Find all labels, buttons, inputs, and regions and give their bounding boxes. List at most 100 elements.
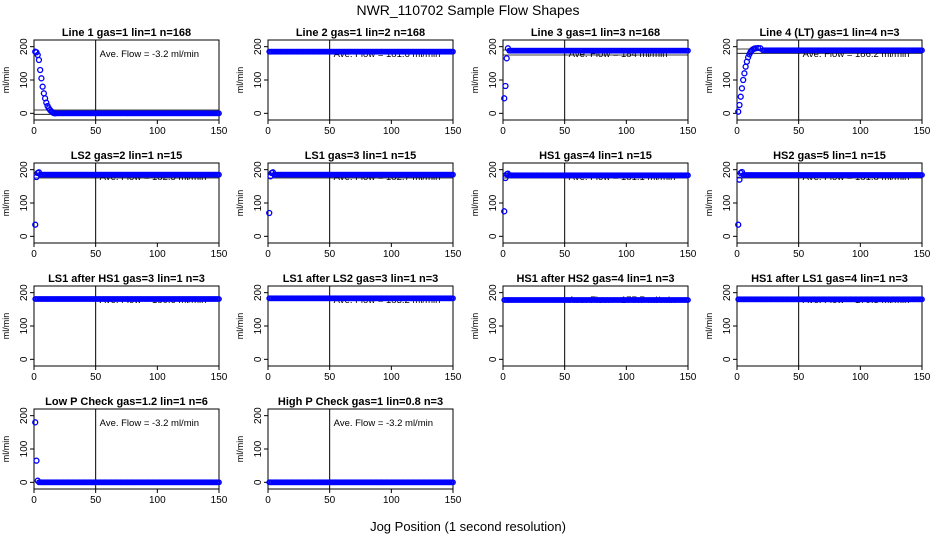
x-tick-label: 50	[90, 126, 102, 137]
x-tick-label: 150	[680, 249, 697, 260]
data-point	[919, 47, 925, 54]
data-point	[919, 172, 925, 178]
data-point	[32, 419, 39, 426]
x-tick-label: 100	[383, 372, 400, 383]
data-point	[919, 296, 925, 303]
x-tick-label: 0	[265, 495, 271, 506]
figure-title: NWR_110702 Sample Flow Shapes	[356, 2, 579, 18]
x-tick-label: 150	[211, 495, 228, 506]
panel-3: Line 3 gas=1 lin=3 n=168 0 50 100 150 0 100 200…	[470, 27, 697, 137]
y-tick-label: 100	[19, 71, 30, 88]
y-axis-label: ml/min	[235, 436, 245, 463]
data-point	[735, 221, 742, 228]
y-axis-label: ml/min	[704, 313, 714, 340]
y-tick-label: 0	[19, 356, 30, 362]
data-point	[216, 296, 222, 302]
panel-title: Line 3 gas=1 lin=3 n=168	[531, 27, 660, 39]
x-tick-label: 100	[618, 126, 635, 137]
data-point	[685, 297, 691, 303]
x-tick-label: 150	[914, 372, 931, 383]
data-point	[33, 173, 40, 181]
data-point	[40, 90, 48, 97]
x-tick-label: 0	[734, 249, 740, 260]
x-tick-label: 50	[793, 126, 805, 137]
panel-5: LS2 gas=2 lin=1 n=15 0 50 100 150 0 100 200 ml/m…	[1, 150, 228, 260]
x-tick-label: 50	[324, 495, 336, 506]
panel-title: HS1 after HS2 gas=4 lin=1 n=3	[516, 273, 674, 285]
y-tick-label: 200	[253, 161, 264, 178]
y-tick-label: 200	[19, 161, 30, 178]
x-tick-label: 0	[734, 372, 740, 383]
data-point	[266, 209, 273, 217]
data-point	[216, 110, 222, 117]
y-tick-label: 0	[253, 479, 264, 485]
data-point	[504, 45, 512, 52]
data-point	[737, 93, 744, 100]
panel-14: High P Check gas=1 lin=0.8 n=3 0 50 100 150 0…	[235, 396, 462, 506]
data-point	[450, 479, 456, 486]
y-tick-label: 100	[19, 440, 30, 457]
y-tick-label: 0	[488, 356, 499, 362]
panel-title: High P Check gas=1 lin=0.8 n=3	[278, 396, 443, 408]
y-tick-label: 100	[488, 71, 499, 88]
panel-title: HS1 after LS1 gas=4 lin=1 n=3	[751, 273, 908, 285]
y-tick-label: 200	[253, 38, 264, 55]
x-tick-label: 0	[265, 249, 271, 260]
ave-flow-annotation: Ave. Flow = -3.2 ml/min	[334, 418, 433, 429]
panel-title: LS1 after HS1 gas=3 lin=1 n=3	[48, 273, 205, 285]
x-tick-label: 50	[559, 372, 571, 383]
data-point	[736, 176, 743, 183]
data-point	[504, 170, 512, 177]
x-tick-label: 50	[324, 249, 336, 260]
data-point	[501, 208, 508, 215]
panel-title: Line 4 (LT) gas=1 lin=4 n=3	[759, 27, 899, 39]
y-tick-label: 0	[488, 110, 499, 116]
y-tick-label: 200	[19, 407, 30, 424]
x-tick-label: 100	[149, 126, 166, 137]
data-point	[744, 54, 752, 61]
x-tick-label: 100	[618, 372, 635, 383]
panel-title: HS2 gas=5 lin=1 n=15	[773, 150, 886, 162]
data-point	[740, 76, 747, 84]
panel-10: LS1 after LS2 gas=3 lin=1 n=3 0 50 100 150 0 1…	[235, 273, 462, 383]
y-axis-label: ml/min	[235, 190, 245, 217]
panel-12: HS1 after LS1 gas=4 lin=1 n=3 0 50 100 150 0 1…	[704, 273, 931, 383]
panel-title: LS1 after LS2 gas=3 lin=1 n=3	[283, 273, 439, 285]
x-tick-label: 150	[445, 495, 462, 506]
x-tick-label: 50	[793, 372, 805, 383]
x-tick-label: 50	[324, 126, 336, 137]
y-axis-label: ml/min	[470, 67, 480, 94]
y-axis-label: ml/min	[235, 67, 245, 94]
x-tick-label: 150	[211, 372, 228, 383]
panel-title: Line 2 gas=1 lin=2 n=168	[296, 27, 425, 39]
x-tick-label: 150	[445, 372, 462, 383]
data-point	[450, 48, 456, 55]
y-tick-label: 200	[488, 284, 499, 301]
y-tick-label: 100	[19, 194, 30, 211]
panel-title: LS1 gas=3 lin=1 n=15	[305, 150, 417, 162]
y-tick-label: 100	[722, 194, 733, 211]
y-tick-label: 100	[488, 194, 499, 211]
data-point	[43, 99, 50, 106]
data-point	[32, 221, 39, 228]
panel-6: LS1 gas=3 lin=1 n=15 0 50 100 150 0 100 200 ml/m…	[235, 150, 462, 260]
y-tick-label: 0	[722, 233, 733, 239]
x-tick-label: 0	[31, 495, 37, 506]
y-tick-label: 100	[722, 317, 733, 334]
x-tick-label: 0	[31, 126, 37, 137]
panel-title: LS2 gas=2 lin=1 n=15	[71, 150, 183, 162]
x-tick-label: 150	[445, 126, 462, 137]
ave-flow-annotation: Ave. Flow = 186.2 ml/min	[803, 49, 910, 60]
ave-flow-annotation: Ave. Flow = 184 ml/min	[569, 49, 668, 60]
data-point	[738, 85, 746, 92]
data-point	[735, 108, 742, 115]
x-tick-label: 0	[500, 126, 506, 137]
x-tick-label: 100	[618, 249, 635, 260]
data-point	[35, 169, 43, 176]
y-axis-label: ml/min	[235, 313, 245, 340]
y-axis-label: ml/min	[1, 190, 11, 217]
data-point	[737, 169, 744, 177]
panels-group: Line 1 gas=1 lin=1 n=168 0 50 100 150 0 100 200…	[1, 27, 931, 506]
data-point	[503, 55, 510, 62]
